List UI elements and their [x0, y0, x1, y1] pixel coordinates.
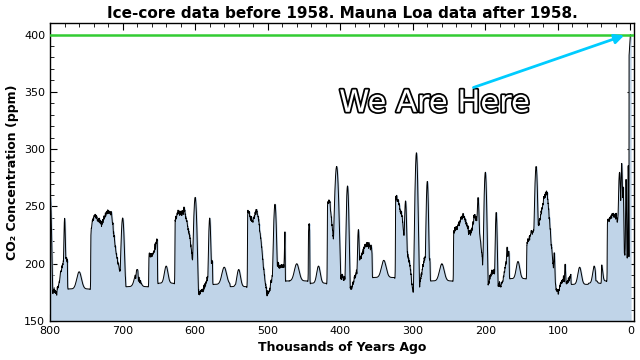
Title: Ice-core data before 1958. Mauna Loa data after 1958.: Ice-core data before 1958. Mauna Loa dat… [107, 5, 577, 21]
Y-axis label: CO₂ Concentration (ppm): CO₂ Concentration (ppm) [6, 84, 19, 260]
X-axis label: Thousands of Years Ago: Thousands of Years Ago [258, 341, 426, 355]
Text: We Are Here: We Are Here [339, 89, 530, 118]
